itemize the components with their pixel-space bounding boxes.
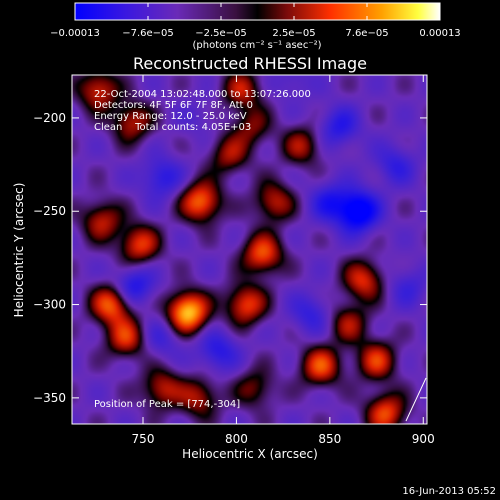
plot-frame — [71, 74, 428, 425]
y-tick-label: −350 — [33, 391, 66, 405]
colorbar-tick-label: 2.5e−05 — [272, 28, 315, 39]
colorbar-tick-label: −7.6e−05 — [122, 28, 174, 39]
x-tick-label: 750 — [132, 432, 155, 446]
annotation-energy-range: Energy Range: 12.0 - 25.0 keV — [94, 111, 247, 122]
x-tick-label: 800 — [225, 432, 248, 446]
plot-area: 750 800 850 900 −200 −250 −300 −350 — [33, 74, 435, 446]
y-tick-label: −200 — [33, 111, 66, 125]
colorbar-tick-label: −2.5e−05 — [195, 28, 247, 39]
y-axis-ticks: −200 −250 −300 −350 — [33, 111, 427, 405]
annotation-time-range: 22-Oct-2004 13:02:48.000 to 13:07:26.000 — [94, 89, 311, 100]
heatmap-image — [72, 75, 427, 424]
footer-timestamp: 16-Jun-2013 05:52 — [402, 486, 496, 497]
colorbar-ticks: −0.00013 −7.6e−05 −2.5e−05 2.5e−05 7.6e−05 0.… — [50, 3, 461, 39]
colorbar-tick-label: −0.00013 — [50, 28, 100, 39]
x-axis-label: Heliocentric X (arcsec) — [182, 447, 318, 461]
x-tick-label: 850 — [318, 432, 341, 446]
colorbar-tick-label: 7.6e−05 — [345, 28, 388, 39]
y-axis-label: Heliocentric Y (arcsec) — [12, 183, 26, 318]
x-axis-ticks: 750 800 850 900 — [132, 75, 435, 446]
colorbar: −0.00013 −7.6e−05 −2.5e−05 2.5e−05 7.6e−05 0.… — [50, 2, 461, 51]
colorbar-gradient — [74, 2, 441, 21]
annotations: 22-Oct-2004 13:02:48.000 to 13:07:26.000… — [94, 89, 311, 410]
annotation-clean-counts: Clean Total counts: 4.05E+03 — [94, 122, 251, 133]
colorbar-tick-label: 0.00013 — [419, 28, 460, 39]
y-tick-label: −300 — [33, 298, 66, 312]
x-tick-label: 900 — [412, 432, 435, 446]
annotation-peak-position: Position of Peak = [774,-304] — [94, 399, 240, 410]
y-tick-label: −250 — [33, 204, 66, 218]
colorbar-unit-label: (photons cm⁻² s⁻¹ asec⁻²) — [192, 40, 321, 51]
chart-title: Reconstructed RHESSI Image — [133, 54, 367, 73]
annotation-detectors: Detectors: 4F 5F 6F 7F 8F, Att 0 — [94, 100, 253, 111]
limb-line — [405, 377, 427, 422]
